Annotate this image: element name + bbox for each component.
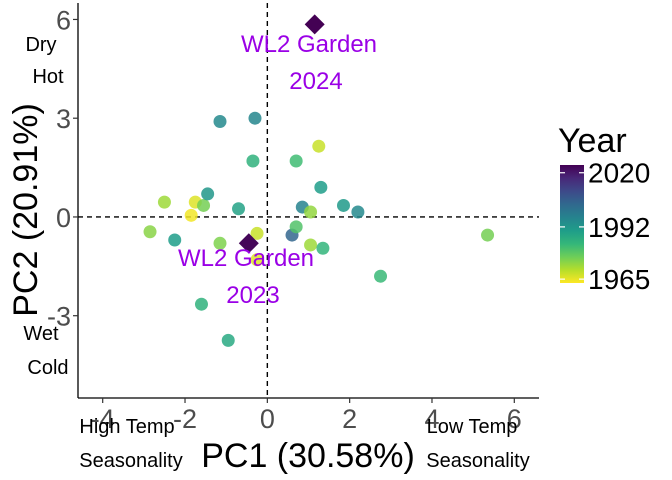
annotation-low-temp: Low Temp bbox=[427, 416, 518, 438]
data-point bbox=[221, 333, 235, 347]
legend-tick-label: 1992 bbox=[588, 212, 650, 243]
data-point bbox=[481, 228, 495, 242]
legend-tick-label: 1965 bbox=[588, 264, 650, 295]
data-point bbox=[336, 198, 350, 212]
x-tick-label: -4 bbox=[91, 404, 115, 434]
data-point bbox=[194, 297, 208, 311]
data-point bbox=[246, 154, 260, 168]
data-point bbox=[316, 241, 330, 255]
y-tick-label: -3 bbox=[47, 302, 71, 332]
data-point bbox=[248, 111, 262, 125]
y-axis-title: PC2 (20.91%) bbox=[7, 103, 45, 317]
data-point bbox=[213, 236, 227, 250]
data-point bbox=[312, 139, 326, 153]
highlight-point-wl2-2024 bbox=[304, 14, 325, 35]
y-tick-label: 6 bbox=[56, 5, 71, 35]
data-point bbox=[143, 225, 157, 239]
annotation-dry: Dry bbox=[25, 34, 56, 56]
x-axis-title: PC1 (30.58%) bbox=[201, 437, 415, 475]
data-point bbox=[197, 198, 211, 212]
legend-tick-label: 2020 bbox=[588, 158, 650, 189]
annotation-high-seasonality: Seasonality bbox=[79, 450, 182, 472]
year-legend: Year 2020 1992 1965 bbox=[558, 122, 650, 295]
data-point bbox=[289, 220, 303, 234]
data-point bbox=[304, 205, 318, 219]
data-point bbox=[304, 238, 318, 252]
wl2-2023-label-line1: WL2 Garden bbox=[178, 245, 314, 272]
annotation-wet: Wet bbox=[23, 323, 59, 345]
data-point bbox=[213, 115, 227, 128]
data-point bbox=[314, 180, 328, 194]
wl2-2023-label-line2: 2023 bbox=[226, 282, 279, 309]
annotation-low-seasonality: Seasonality bbox=[426, 450, 529, 472]
y-tick-label: 0 bbox=[56, 203, 71, 233]
data-point bbox=[184, 208, 198, 222]
y-tick-label: 3 bbox=[56, 104, 71, 134]
data-point bbox=[374, 269, 388, 283]
annotation-high-temp: High Temp bbox=[79, 416, 174, 438]
x-tick-label: 2 bbox=[342, 404, 357, 434]
data-point bbox=[232, 202, 246, 216]
wl2-2024-label-line1: WL2 Garden bbox=[241, 31, 377, 58]
data-point bbox=[250, 253, 264, 267]
legend-colorbar bbox=[560, 165, 584, 283]
legend-ticks: 2020 1992 1965 bbox=[560, 158, 650, 295]
highlight-point-wl2-2023 bbox=[238, 233, 259, 254]
x-tick-label: 4 bbox=[424, 404, 439, 434]
data-point bbox=[168, 233, 182, 247]
data-point bbox=[157, 195, 171, 209]
data-point bbox=[201, 187, 215, 201]
wl2-2024-label-line2: 2024 bbox=[289, 68, 342, 95]
annotation-cold: Cold bbox=[27, 357, 68, 379]
data-point bbox=[289, 154, 303, 168]
data-point bbox=[250, 226, 264, 240]
annotation-hot: Hot bbox=[32, 66, 64, 88]
data-point bbox=[351, 205, 365, 219]
plot-area: -4 -2 0 2 4 6 -3 0 3 6 bbox=[47, 3, 539, 434]
legend-title: Year bbox=[558, 122, 627, 160]
x-tick-label: 6 bbox=[507, 404, 522, 434]
x-tick-label: -2 bbox=[173, 404, 197, 434]
x-tick-label: 0 bbox=[260, 404, 275, 434]
